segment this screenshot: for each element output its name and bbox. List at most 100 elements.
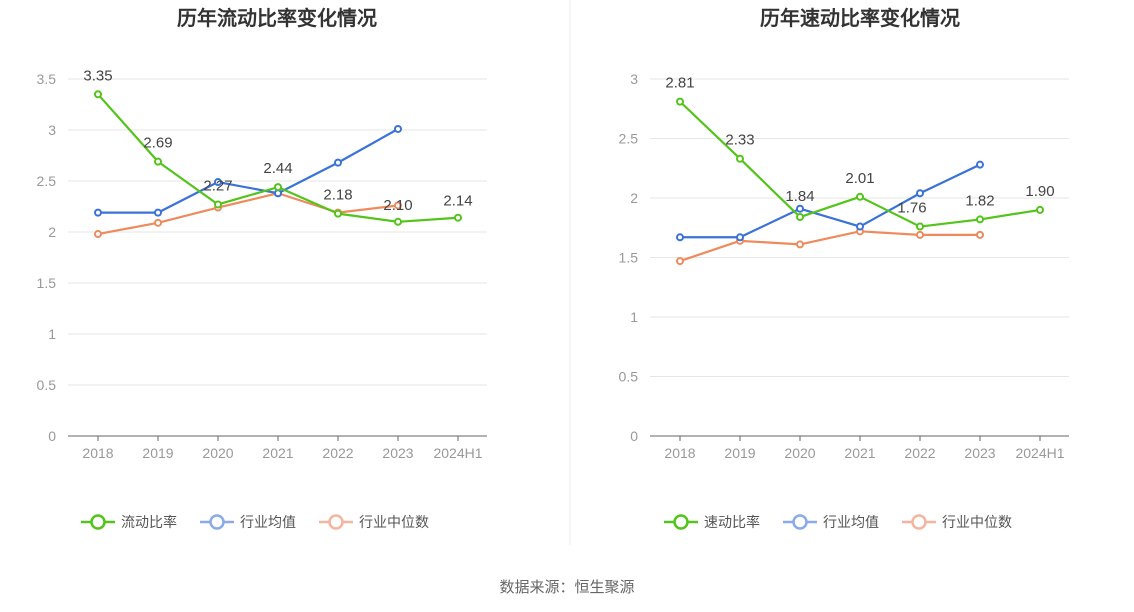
chart-title: 历年流动比率变化情况 [177,6,377,30]
data-point[interactable] [736,154,744,163]
y-tick-label: 2 [48,224,56,240]
y-tick-label: 1.5 [619,250,639,266]
data-point[interactable] [976,160,984,169]
x-tick-label: 2018 [664,445,695,461]
x-tick-label: 2019 [142,445,173,461]
series-industry-median [676,227,984,266]
data-label: 2.81 [665,75,694,92]
legend-label: 行业均值 [823,515,879,531]
data-label: 2.69 [143,135,172,152]
y-tick-label: 0 [630,428,638,444]
y-tick-label: 2.5 [619,131,639,147]
data-label: 1.90 [1025,183,1054,200]
y-tick-label: 3 [630,71,638,87]
data-point[interactable] [154,208,162,217]
legend-item-industry-mean[interactable]: 行业均值 [200,514,296,531]
x-tick-label: 2018 [82,445,113,461]
legend-item-industry-mean[interactable]: 行业均值 [783,514,879,531]
data-point[interactable] [976,230,984,239]
legend-label: 速动比率 [704,514,760,531]
data-point[interactable] [1036,205,1044,214]
y-tick-label: 0.5 [619,369,639,385]
y-tick-label: 2 [630,190,638,206]
data-point[interactable] [154,157,162,166]
data-point[interactable] [394,217,402,226]
x-tick-label: 2020 [202,445,233,461]
x-tick-label: 2022 [322,445,353,461]
legend-marker [673,514,689,530]
data-point[interactable] [856,222,864,231]
x-tick-label: 2024H1 [1015,445,1064,461]
data-point[interactable] [214,178,222,187]
series-industry-mean [676,160,984,242]
chart-title: 历年速动比率变化情况 [760,6,960,30]
data-point[interactable] [916,222,924,231]
data-point[interactable] [856,192,864,201]
legend-label: 流动比率 [121,514,177,531]
data-point[interactable] [676,97,684,106]
legend-marker [90,514,106,530]
legend-marker [792,514,808,530]
data-point[interactable] [154,218,162,227]
legend-label: 行业均值 [240,515,296,531]
series-line [679,230,980,263]
x-tick-label: 2023 [382,445,413,461]
data-point[interactable] [916,189,924,198]
y-tick-label: 1 [630,309,638,325]
legend-item-main-ratio[interactable]: 流动比率 [81,514,177,531]
data-point[interactable] [454,213,462,222]
data-label: 1.82 [965,192,994,209]
y-tick-label: 3.5 [37,71,57,87]
current-ratio-chart: 历年流动比率变化情况 0 0.5 1 1.5 2 2.5 3 3.5 2018 2019 2020 2… [37,6,487,531]
gridlines [68,78,487,386]
data-point[interactable] [394,124,402,133]
data-point[interactable] [274,189,282,198]
y-tick-label: 0 [48,428,56,444]
y-tick-label: 2.5 [37,173,57,189]
legend-label: 行业中位数 [942,515,1012,531]
x-tick-label: 2020 [784,445,815,461]
legend-label: 行业中位数 [359,515,429,531]
data-point[interactable] [796,204,804,213]
data-labels: 3.35 2.69 2.27 2.44 2.18 2.10 2.14 [83,67,472,214]
data-point[interactable] [736,233,744,242]
data-point[interactable] [214,200,222,209]
series-line [97,192,399,236]
data-point[interactable] [334,158,342,167]
series-line [680,163,981,239]
data-point[interactable] [796,240,804,249]
data-point[interactable] [274,183,282,192]
data-point[interactable] [976,215,984,224]
data-point[interactable] [94,90,102,99]
series-main-ratio [94,90,462,226]
legend-marker [328,514,344,530]
quick-ratio-chart: 历年速动比率变化情况 0 0.5 1 1.5 2 2.5 3 2018 2019 2020 2021… [619,6,1069,531]
data-label: 1.84 [785,188,814,205]
series-main-ratio [676,97,1044,231]
legend-marker [209,514,225,530]
data-point[interactable] [676,233,684,242]
data-point[interactable] [94,230,102,239]
data-point[interactable] [796,213,804,222]
data-point[interactable] [394,201,402,210]
data-point[interactable] [676,257,684,266]
y-tick-label: 1.5 [37,275,57,291]
data-point[interactable] [94,208,102,217]
y-tick-label: 3 [48,122,56,138]
y-tick-label: 1 [48,326,56,342]
data-label: 2.14 [443,193,472,210]
legend: 速动比率 行业均值 行业中位数 [664,514,1012,531]
data-label: 2.01 [845,170,874,187]
x-tick-label: 2023 [964,445,995,461]
legend-item-main-ratio[interactable]: 速动比率 [664,514,760,531]
data-point[interactable] [334,209,342,218]
legend-item-industry-median[interactable]: 行业中位数 [319,514,429,531]
y-tick-label: 0.5 [37,377,57,393]
source-note: 数据来源：恒生聚源 [499,578,634,596]
data-point[interactable] [916,230,924,239]
x-tick-label: 2024H1 [433,445,482,461]
data-label: 2.18 [323,187,352,204]
legend-item-industry-median[interactable]: 行业中位数 [902,514,1012,531]
data-label: 2.44 [263,160,292,177]
